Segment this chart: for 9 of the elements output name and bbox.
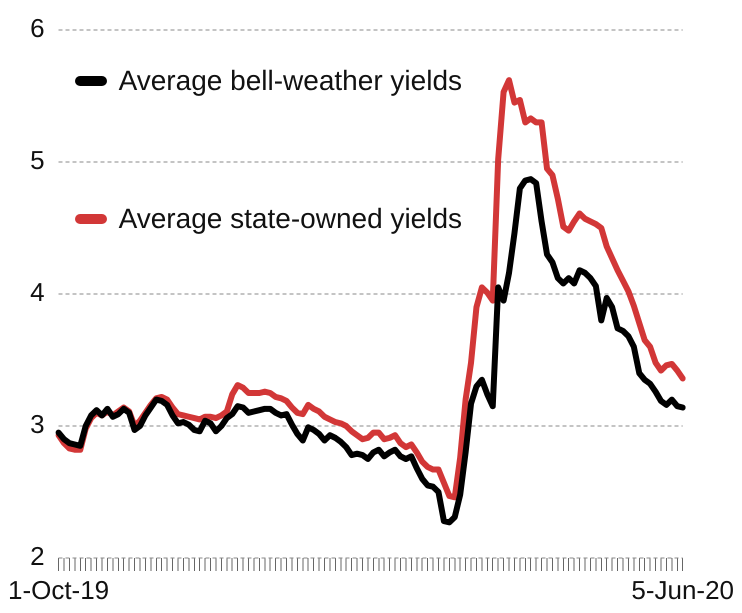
y-tick-label: 4 (30, 277, 45, 308)
x-tick-label: 5-Jun-20 (631, 575, 734, 606)
y-tick-label: 5 (30, 145, 45, 176)
y-tick-label: 2 (30, 541, 45, 572)
x-tick-label: 1-Oct-19 (8, 575, 110, 606)
y-tick-label: 3 (30, 409, 45, 440)
legend-label: Average bell-weather yields (118, 65, 462, 96)
y-tick-label: 6 (30, 13, 45, 44)
legend-label: Average state-owned yields (118, 203, 462, 234)
